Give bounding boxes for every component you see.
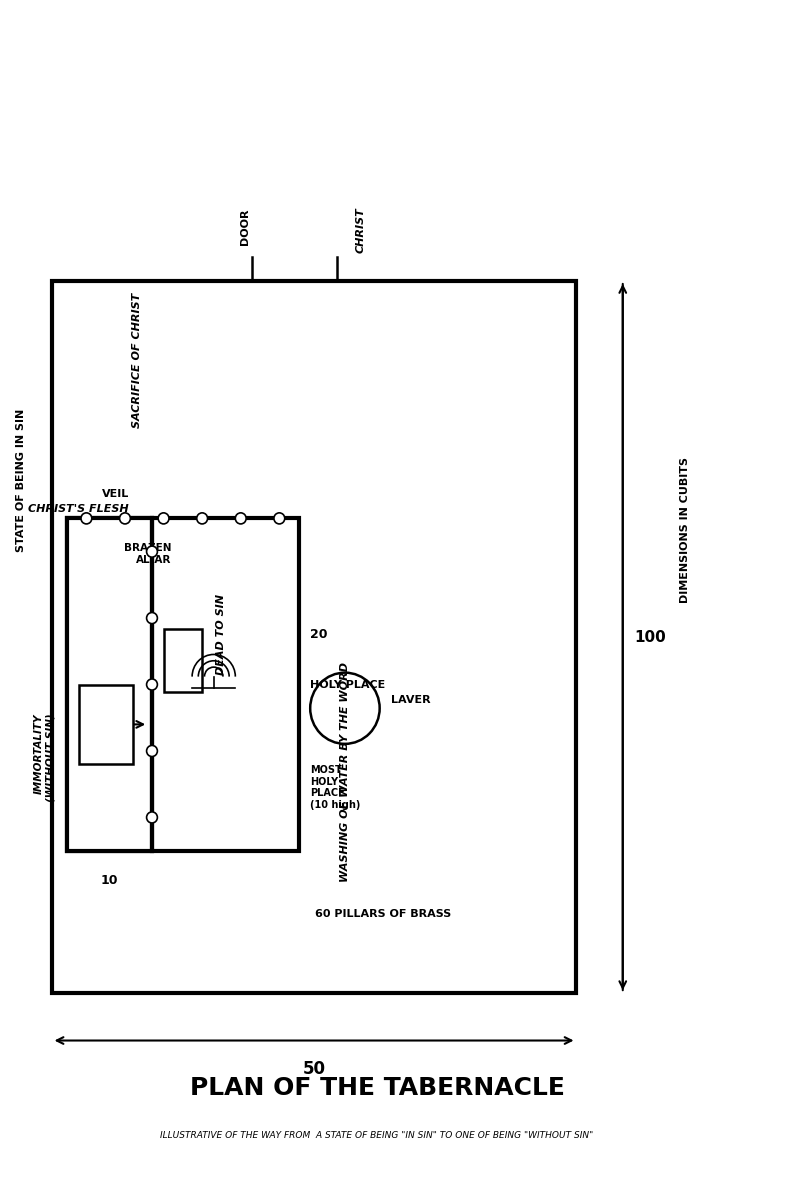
Text: CHRIST'S FLESH: CHRIST'S FLESH (28, 504, 129, 514)
Circle shape (196, 513, 208, 523)
Circle shape (147, 811, 157, 823)
Text: DOOR: DOOR (240, 209, 249, 245)
Text: STATE OF BEING IN SIN: STATE OF BEING IN SIN (16, 409, 26, 552)
Circle shape (120, 513, 130, 523)
Circle shape (147, 679, 157, 690)
Text: SACRIFICE OF CHRIST: SACRIFICE OF CHRIST (132, 293, 141, 428)
Text: VEIL: VEIL (102, 489, 129, 498)
Circle shape (158, 513, 169, 523)
Text: IMMORTALITY
(WITHOUT SIN): IMMORTALITY (WITHOUT SIN) (34, 713, 55, 802)
Circle shape (235, 513, 246, 523)
Bar (175, 526, 267, 613)
Text: 50: 50 (302, 1060, 326, 1078)
Bar (51, 281, 577, 993)
Text: LAVER: LAVER (391, 695, 431, 705)
Text: WASHING OF WATER BY THE WORD: WASHING OF WATER BY THE WORD (340, 662, 350, 882)
Text: DEAD TO SIN: DEAD TO SIN (216, 594, 226, 675)
Text: HOLY PLACE: HOLY PLACE (310, 680, 386, 690)
Text: DIMENSIONS IN CUBITS: DIMENSIONS IN CUBITS (679, 458, 690, 603)
Text: 20: 20 (310, 629, 327, 642)
Bar (67, 519, 152, 851)
Text: PLAN OF THE TABERNACLE: PLAN OF THE TABERNACLE (189, 1076, 564, 1099)
Text: 10: 10 (101, 875, 118, 888)
Text: BRAZEN
ALTAR: BRAZEN ALTAR (124, 544, 171, 565)
Circle shape (147, 613, 157, 624)
Bar (79, 685, 133, 764)
Text: MOST
HOLY
PLACE
(10 high): MOST HOLY PLACE (10 high) (310, 765, 361, 810)
Text: 60 PILLARS OF BRASS: 60 PILLARS OF BRASS (316, 909, 451, 919)
Bar (67, 519, 298, 851)
Circle shape (147, 546, 157, 557)
Circle shape (81, 513, 92, 523)
Circle shape (274, 513, 285, 523)
Text: 100: 100 (634, 630, 666, 644)
Text: ILLUSTRATIVE OF THE WAY FROM  A STATE OF BEING "IN SIN" TO ONE OF BEING "WITHOUT: ILLUSTRATIVE OF THE WAY FROM A STATE OF … (160, 1130, 593, 1140)
Circle shape (310, 673, 380, 743)
Circle shape (147, 746, 157, 756)
Text: CHRIST: CHRIST (355, 208, 365, 253)
Bar (163, 629, 202, 692)
